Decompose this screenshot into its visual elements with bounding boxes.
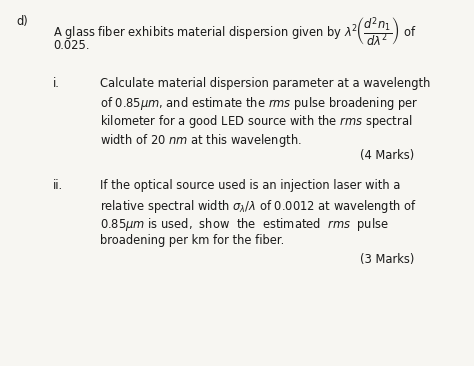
Text: relative spectral width $\sigma_\lambda/\lambda$ of 0.0012 at wavelength of: relative spectral width $\sigma_\lambda/…	[100, 198, 417, 214]
Text: If the optical source used is an injection laser with a: If the optical source used is an injecti…	[100, 179, 400, 193]
Text: A glass fiber exhibits material dispersion given by $\lambda^2\!\left(\dfrac{d^2: A glass fiber exhibits material dispersi…	[53, 15, 417, 49]
Text: (4 Marks): (4 Marks)	[360, 149, 414, 163]
Text: i.: i.	[53, 77, 60, 90]
Text: d): d)	[17, 15, 28, 29]
Text: 0.025.: 0.025.	[53, 39, 90, 52]
Text: Calculate material dispersion parameter at a wavelength: Calculate material dispersion parameter …	[100, 77, 430, 90]
Text: kilometer for a good LED source with the $\mathit{rms}$ spectral: kilometer for a good LED source with the…	[100, 113, 412, 130]
Text: 0.85$\mu m$ is used,  show  the  estimated  $\mathit{rms}$  pulse: 0.85$\mu m$ is used, show the estimated …	[100, 216, 388, 233]
Text: broadening per km for the fiber.: broadening per km for the fiber.	[100, 234, 284, 247]
Text: (3 Marks): (3 Marks)	[360, 253, 415, 266]
Text: width of 20 $nm$ at this wavelength.: width of 20 $nm$ at this wavelength.	[100, 132, 301, 149]
Text: ii.: ii.	[53, 179, 63, 193]
Text: of 0.85$\mu m$, and estimate the $\mathit{rms}$ pulse broadening per: of 0.85$\mu m$, and estimate the $\mathi…	[100, 95, 418, 112]
